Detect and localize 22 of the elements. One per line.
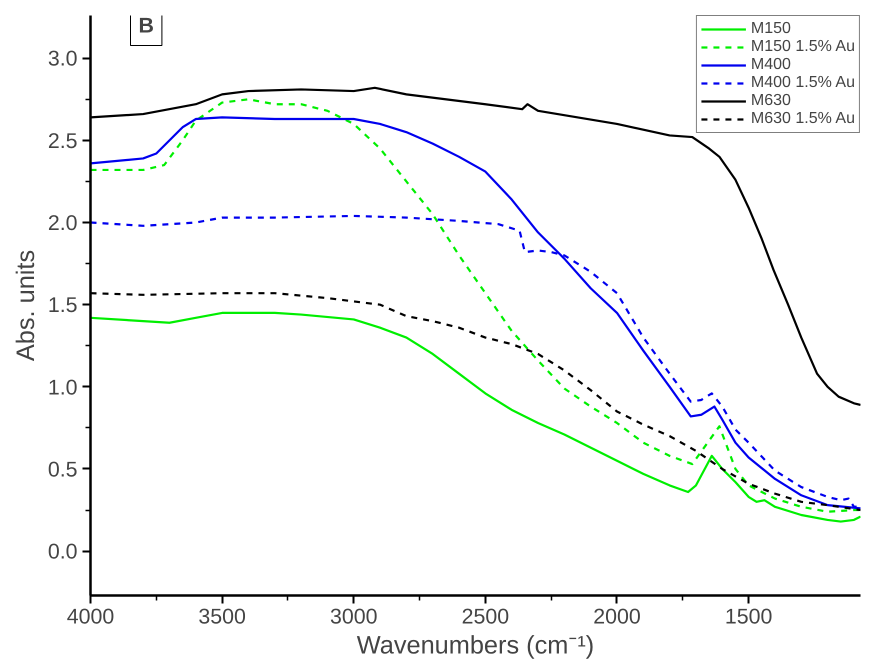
annotation: B bbox=[138, 14, 154, 38]
x-tick-label: 4000 bbox=[66, 604, 114, 628]
legend-label: M150 1.5% Au bbox=[750, 38, 855, 56]
y-axis-title: Abs. units bbox=[12, 250, 40, 362]
legend-label: M400 1.5% Au bbox=[750, 74, 855, 92]
y-tick-label: 1.0 bbox=[48, 375, 78, 400]
x-tick-label: 3500 bbox=[198, 604, 246, 628]
x-tick-label: 3000 bbox=[330, 604, 378, 628]
x-axis-title: Wavenumbers (cm⁻¹) bbox=[356, 632, 594, 660]
legend-label: M630 bbox=[750, 92, 791, 110]
y-tick-label: 3.0 bbox=[48, 46, 78, 71]
y-tick-label: 2.0 bbox=[48, 211, 78, 236]
y-tick-label: 0.0 bbox=[48, 540, 78, 564]
legend-label: M400 bbox=[750, 56, 791, 74]
legend-label: M150 bbox=[750, 20, 791, 38]
x-tick-label: 2500 bbox=[462, 604, 510, 628]
x-tick-label: 2000 bbox=[593, 604, 641, 628]
y-tick-label: 2.5 bbox=[48, 128, 78, 153]
legend-label: M630 1.5% Au bbox=[750, 110, 855, 128]
y-tick-label: 1.5 bbox=[48, 293, 78, 318]
y-tick-label: 0.5 bbox=[48, 457, 78, 482]
x-tick-label: 1500 bbox=[724, 604, 772, 628]
